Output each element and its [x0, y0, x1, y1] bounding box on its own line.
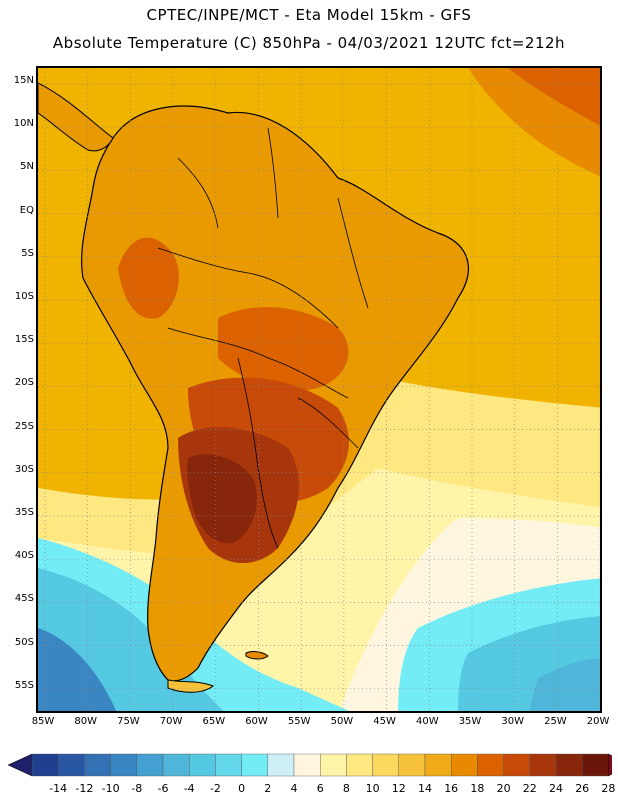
- colorbar-swatch: [110, 753, 137, 777]
- colorbar-swatch: [58, 753, 85, 777]
- colorbar-swatch: [136, 753, 164, 777]
- colorbar-swatch: [398, 753, 426, 777]
- colorbar-tick-label: -12: [75, 782, 94, 795]
- colorbar-swatch: [320, 753, 347, 777]
- lon-label: 30W: [501, 716, 524, 727]
- lat-label: 5N: [20, 161, 34, 173]
- colorbar-swatch: [372, 753, 400, 777]
- lat-label: 40S: [14, 550, 34, 562]
- colorbar-tick-label: 6: [316, 782, 324, 795]
- falkland-islands: [245, 651, 269, 660]
- border-line: [267, 127, 279, 219]
- border-line: [297, 397, 359, 449]
- colorbar-swatch: [293, 753, 321, 777]
- warm-andes-north: [118, 237, 179, 319]
- colorbar-swatch: [529, 753, 557, 777]
- warm-patch-far-northeast: [508, 68, 600, 126]
- colorbar-tick-label: 18: [470, 782, 485, 795]
- lat-label: 15S: [14, 334, 34, 346]
- colorbar-tick-label: 22: [522, 782, 537, 795]
- colorbar-swatch: [267, 753, 295, 777]
- lon-label: 40W: [415, 716, 439, 727]
- lon-label: 20W: [586, 716, 610, 727]
- colorbar-swatch: [241, 753, 269, 777]
- colorbar-tick-label: 20: [496, 782, 511, 795]
- lat-label: 35S: [14, 507, 34, 518]
- lat-label: 10S: [14, 291, 34, 302]
- colorbar-tick-label: 12: [391, 782, 406, 795]
- border-line: [157, 247, 339, 329]
- colorbar-tick-label: -8: [131, 782, 143, 795]
- chart-title: CPTEC/INPE/MCT - Eta Model 15km - GFS: [146, 6, 472, 24]
- coldest-ocean-southeast: [529, 658, 600, 711]
- colorbar-swatch: [162, 753, 190, 777]
- border-line: [337, 197, 369, 309]
- colorbar-tick-label: -4: [183, 782, 195, 795]
- border-line: [237, 357, 279, 549]
- colorbar-swatch: [84, 753, 111, 777]
- colorbar-swatch: [424, 753, 452, 777]
- colorbar-tick-label: -2: [209, 782, 221, 795]
- lat-label: 45S: [14, 593, 34, 605]
- lat-label: 15N: [13, 75, 34, 86]
- colorbar: [7, 753, 612, 777]
- colorbar-tick-label: 28: [601, 782, 616, 795]
- colorbar-tick-label: 2: [264, 782, 272, 795]
- colorbar-swatch: [477, 753, 504, 777]
- lat-label: 50S: [14, 636, 34, 648]
- colorbar-swatch: [31, 753, 59, 777]
- lon-label: 85W: [31, 716, 55, 727]
- map-canvas: [38, 68, 600, 711]
- lon-label: 60W: [245, 716, 268, 727]
- lat-label: 25S: [14, 420, 34, 432]
- tierra-del-fuego: [167, 679, 214, 693]
- colorbar-swatch: [346, 753, 373, 777]
- lon-label: 75W: [117, 716, 140, 727]
- colorbar-tick-label: -6: [157, 782, 169, 795]
- colorbar-tick-label: 8: [342, 782, 350, 795]
- colorbar-tick-label: 16: [444, 782, 459, 795]
- colorbar-high-arrow: [608, 753, 612, 777]
- colorbar-swatch: [215, 753, 242, 777]
- border-line: [177, 157, 219, 229]
- warm-interior-brazil: [218, 307, 349, 391]
- colorbar-tick-label: -10: [101, 782, 120, 795]
- temperature-map: [36, 66, 602, 713]
- colorbar-swatch: [503, 753, 531, 777]
- central-america: [38, 82, 114, 152]
- colorbar-tick-label: 4: [290, 782, 298, 795]
- colorbar-tick-label: 0: [238, 782, 246, 795]
- lat-label: 10N: [13, 118, 34, 130]
- lat-label: 30S: [14, 463, 34, 475]
- colorbar-tick-label: 26: [575, 782, 590, 795]
- lat-label: 20S: [14, 377, 34, 389]
- colorbar-tick-label: -14: [49, 782, 68, 795]
- colorbar-tick-label: 10: [365, 782, 380, 795]
- colorbar-low-arrow: [7, 753, 33, 777]
- colorbar-tick-label: 14: [418, 782, 432, 795]
- lon-label: 25W: [544, 716, 567, 727]
- lon-label: 65W: [202, 716, 226, 727]
- coldest-ocean-southwest: [38, 628, 117, 711]
- lat-label: 5S: [21, 247, 34, 259]
- lon-label: 70W: [159, 716, 183, 727]
- lon-label: 80W: [74, 716, 97, 727]
- lon-label: 35W: [458, 716, 482, 727]
- chart-subtitle: Absolute Temperature (C) 850hPa - 04/03/…: [52, 34, 566, 52]
- colorbar-swatch: [582, 753, 609, 777]
- lon-label: 55W: [287, 716, 311, 727]
- lat-label: 55S: [14, 679, 34, 691]
- colorbar-swatch: [451, 753, 478, 777]
- hottest-core: [187, 454, 257, 544]
- lon-label: 50W: [330, 716, 354, 727]
- lat-label: EQ: [19, 204, 34, 216]
- colorbar-tick-label: 24: [549, 782, 563, 795]
- lon-label: 45W: [373, 716, 396, 727]
- colorbar-swatch: [188, 753, 216, 777]
- colorbar-swatch: [555, 753, 583, 777]
